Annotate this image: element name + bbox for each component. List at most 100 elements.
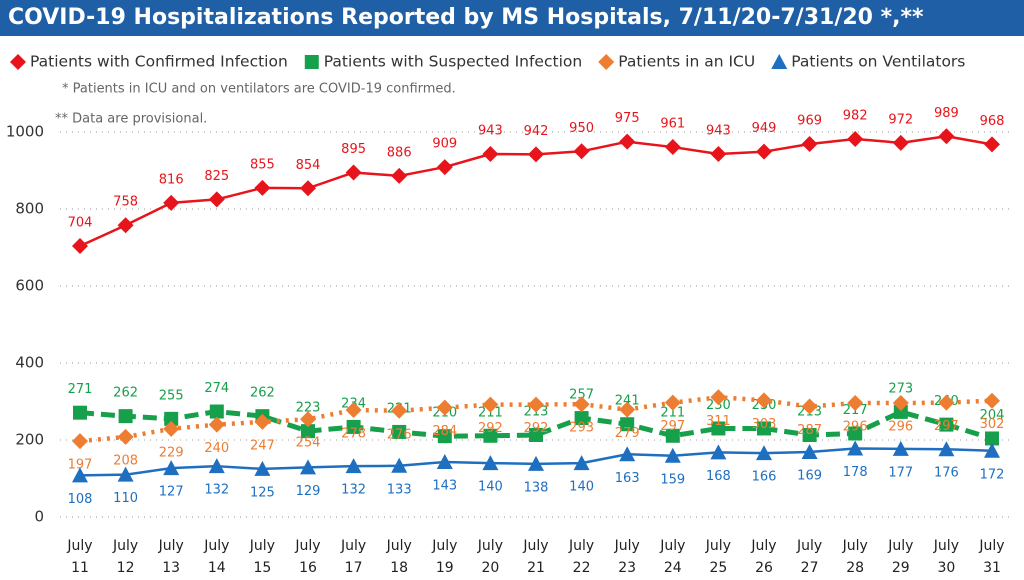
data-label: 132 [204, 483, 229, 498]
data-label: 296 [888, 420, 913, 435]
series: 2712622552742622232342212102112132572412… [68, 381, 1004, 446]
x-tick-label: July 16 [295, 538, 321, 576]
data-label: 166 [752, 470, 777, 485]
marker [301, 424, 315, 439]
data-label: 262 [113, 386, 138, 401]
marker [664, 139, 681, 156]
marker [300, 459, 316, 475]
marker [208, 416, 225, 433]
data-label: 909 [432, 137, 457, 152]
series: 704 758 816 825 855 854 895 886 909 943 942 950 975 9… [68, 106, 1004, 254]
data-label: 704 [68, 215, 93, 230]
data-label: 168 [706, 469, 731, 484]
legend-label: Patients with Suspected Infection [324, 53, 582, 71]
marker [710, 145, 727, 162]
marker [528, 396, 544, 413]
series-line [79, 409, 993, 441]
marker [254, 460, 271, 476]
marker [892, 440, 909, 456]
marker [619, 133, 636, 150]
data-label: 240 [204, 441, 229, 456]
data-label: 132 [341, 483, 366, 498]
marker [938, 394, 955, 411]
data-label: 989 [934, 106, 959, 121]
marker [574, 411, 589, 426]
marker [938, 441, 955, 457]
data-label: 276 [387, 427, 412, 442]
data-label: 178 [843, 465, 868, 480]
marker [619, 446, 636, 462]
data-label: 855 [250, 157, 275, 172]
data-label: 230 [706, 398, 731, 413]
data-label: 163 [615, 471, 640, 486]
data-label: 296 [843, 420, 868, 435]
x-tick-label: July 18 [386, 538, 412, 576]
data-label: 140 [478, 480, 503, 495]
marker [801, 398, 818, 415]
marker [665, 428, 680, 443]
series: 108 110 127 132 125 129 132 133 143 140 138 140 163 1… [68, 440, 1004, 507]
marker [801, 443, 818, 459]
data-label: 257 [569, 388, 594, 403]
legend-marker [304, 55, 319, 69]
data-label: 292 [478, 421, 503, 436]
marker [528, 146, 544, 163]
x-tick-label: July 11 [67, 538, 93, 576]
marker [436, 453, 453, 469]
data-label: 274 [204, 381, 229, 396]
y-tick-label: 800 [15, 200, 44, 218]
data-label: 255 [159, 388, 184, 403]
marker [483, 428, 498, 443]
marker [391, 402, 408, 419]
data-label: 140 [569, 480, 594, 495]
data-label: 138 [524, 480, 549, 495]
marker [529, 428, 543, 443]
note: ** Data are provisional. [55, 112, 207, 127]
note: * Patients in ICU and on ventilators are… [62, 82, 456, 97]
marker [73, 405, 87, 420]
legend-label: Patients in an ICU [618, 53, 755, 71]
marker [573, 143, 590, 160]
marker [300, 180, 316, 197]
marker [892, 134, 909, 151]
x-tick-label: July 12 [113, 538, 139, 576]
data-label: 133 [387, 482, 412, 497]
marker [939, 417, 954, 432]
marker [482, 145, 499, 162]
marker [392, 424, 407, 439]
marker [756, 392, 772, 409]
data-label: 297 [934, 419, 959, 434]
marker [391, 167, 408, 184]
x-tick-label: July 20 [477, 538, 503, 576]
marker [847, 395, 864, 412]
y-tick-label: 0 [34, 508, 44, 526]
data-label: 302 [980, 417, 1005, 432]
data-label: 229 [159, 445, 184, 460]
data-label: 127 [159, 485, 184, 500]
x-tick-label: July 25 [705, 538, 731, 576]
data-label: 208 [113, 453, 138, 468]
x-tick-label: July 14 [204, 538, 230, 576]
data-label: 108 [68, 492, 93, 507]
marker [710, 444, 727, 460]
marker [208, 458, 225, 474]
marker [300, 411, 316, 428]
data-label: 303 [752, 417, 777, 432]
marker [436, 159, 453, 176]
x-tick-label: July 30 [933, 538, 959, 576]
data-label: 311 [706, 414, 731, 429]
marker [756, 445, 772, 461]
marker [573, 455, 590, 471]
marker [209, 404, 224, 419]
data-label: 254 [296, 436, 321, 451]
data-label: 278 [341, 426, 366, 441]
data-label: 825 [204, 169, 229, 184]
data-label: 969 [797, 113, 822, 128]
marker [254, 413, 271, 430]
y-tick-label: 400 [15, 354, 44, 372]
marker [118, 409, 133, 424]
data-label: 961 [660, 117, 685, 132]
data-label: 758 [113, 195, 138, 210]
data-label: 211 [478, 405, 503, 420]
marker [664, 447, 681, 463]
